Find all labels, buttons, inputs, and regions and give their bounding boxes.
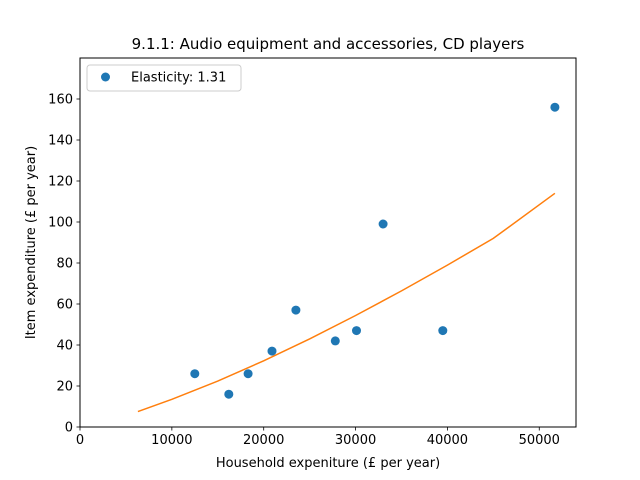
x-tick-label: 0 bbox=[76, 433, 84, 448]
y-tick-label: 0 bbox=[65, 421, 73, 436]
plot-area bbox=[137, 102, 560, 413]
x-tick-label: 50000 bbox=[519, 433, 560, 448]
y-tick-label: 100 bbox=[48, 216, 73, 231]
legend: Elasticity: 1.31 bbox=[86, 64, 242, 92]
fit-line bbox=[137, 192, 556, 413]
y-tick-label: 60 bbox=[56, 298, 73, 313]
y-axis-label: Item expenditure (£ per year) bbox=[24, 146, 39, 339]
legend-marker bbox=[101, 72, 110, 82]
y-tick-label: 80 bbox=[56, 257, 73, 272]
data-point bbox=[438, 326, 448, 336]
data-point bbox=[224, 389, 234, 399]
legend-label: Elasticity: 1.31 bbox=[131, 71, 226, 86]
data-point bbox=[243, 369, 253, 379]
y-tick-label: 120 bbox=[48, 175, 73, 190]
y-tick-label: 160 bbox=[48, 93, 73, 108]
y-tick-label: 140 bbox=[48, 134, 73, 149]
data-point bbox=[330, 336, 340, 346]
axes-frame bbox=[79, 57, 577, 428]
data-point bbox=[267, 346, 277, 356]
y-axis: 0 20 40 60 80 100 120 140 160 bbox=[48, 93, 80, 436]
data-point bbox=[291, 305, 301, 315]
data-point bbox=[190, 369, 200, 379]
y-tick-label: 40 bbox=[56, 339, 73, 354]
x-tick-label: 10000 bbox=[151, 433, 192, 448]
x-axis: 0 10000 20000 30000 40000 50000 bbox=[76, 427, 560, 448]
data-point bbox=[378, 219, 388, 229]
data-point bbox=[352, 326, 361, 336]
x-axis-label: Household expeniture (£ per year) bbox=[216, 456, 440, 471]
x-tick-label: 30000 bbox=[335, 433, 376, 448]
x-tick-label: 20000 bbox=[243, 433, 284, 448]
legend-box bbox=[86, 64, 242, 92]
data-point bbox=[550, 102, 560, 112]
x-tick-label: 40000 bbox=[427, 433, 468, 448]
chart-title: 9.1.1: Audio equipment and accessories, … bbox=[132, 35, 525, 53]
y-tick-label: 20 bbox=[56, 380, 73, 395]
